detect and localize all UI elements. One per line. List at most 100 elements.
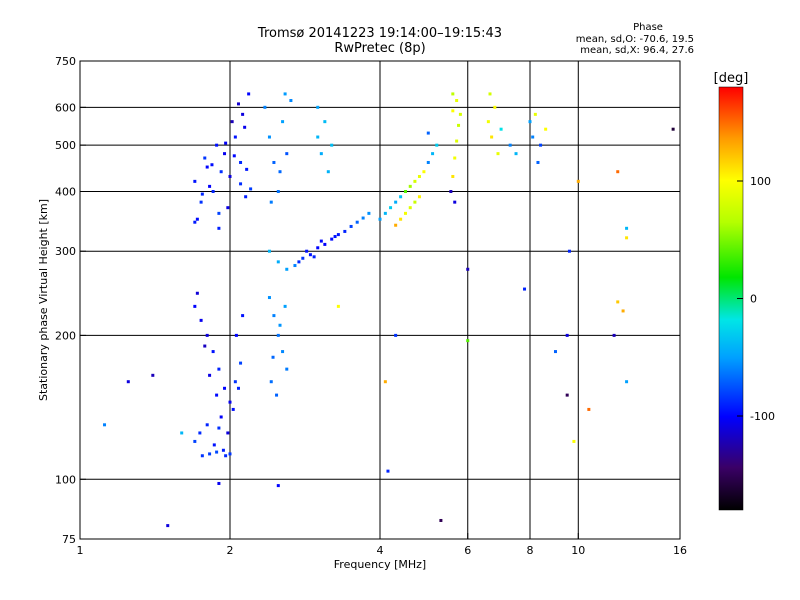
y-tick-label: 200 xyxy=(55,329,76,342)
data-point xyxy=(203,156,207,160)
data-point xyxy=(228,452,232,456)
colorbar-tick-label: -100 xyxy=(750,410,775,423)
data-point xyxy=(488,92,492,96)
data-point xyxy=(285,267,289,271)
data-point xyxy=(408,206,412,210)
data-point xyxy=(403,211,407,215)
data-point xyxy=(378,217,382,221)
data-point xyxy=(316,135,320,139)
data-point xyxy=(536,160,540,164)
data-point xyxy=(319,239,323,243)
data-point xyxy=(413,200,417,204)
data-point xyxy=(451,174,455,178)
data-point xyxy=(426,160,430,164)
data-point xyxy=(269,380,273,384)
data-point xyxy=(625,226,629,230)
data-point xyxy=(466,339,470,343)
data-point xyxy=(276,260,280,264)
data-point xyxy=(233,135,237,139)
data-point xyxy=(466,267,470,271)
y-tick-label: 500 xyxy=(55,139,76,152)
data-point xyxy=(226,206,230,210)
data-point xyxy=(587,407,591,411)
data-point xyxy=(308,253,312,257)
data-point xyxy=(625,380,629,384)
data-point xyxy=(285,367,289,371)
y-tick-label: 300 xyxy=(55,245,76,258)
data-point xyxy=(508,143,512,147)
data-point xyxy=(198,431,202,435)
data-point xyxy=(275,393,279,397)
data-point xyxy=(413,179,417,183)
data-point xyxy=(208,452,212,456)
data-point xyxy=(297,260,301,264)
data-point xyxy=(193,220,197,224)
data-point xyxy=(281,120,285,124)
chart-title: Tromsø 20141223 19:14:00–19:15:43 xyxy=(257,26,503,41)
data-point xyxy=(269,200,273,204)
data-point xyxy=(205,165,209,169)
data-point xyxy=(289,99,293,103)
data-point xyxy=(422,170,426,174)
data-point xyxy=(239,361,243,365)
data-point xyxy=(249,187,253,191)
x-axis-label: Frequency [MHz] xyxy=(334,558,426,571)
data-point xyxy=(616,300,620,304)
data-point xyxy=(383,211,387,215)
axis-ticks: 1 2 4 6 8 10 16 750 600 500 400 300 200 100 75 xyxy=(55,55,687,557)
data-point xyxy=(417,174,421,178)
data-point xyxy=(486,120,490,124)
data-point xyxy=(293,264,297,268)
x-tick-label: 4 xyxy=(377,544,384,557)
data-point xyxy=(199,200,203,204)
colorbar-label: [deg] xyxy=(714,71,749,86)
data-point xyxy=(211,189,215,193)
data-point xyxy=(219,170,223,174)
data-point xyxy=(319,152,323,156)
data-point xyxy=(211,350,215,354)
data-point xyxy=(305,249,309,253)
data-point xyxy=(301,256,305,260)
data-point xyxy=(490,135,494,139)
data-point xyxy=(283,92,287,96)
data-point xyxy=(244,195,248,199)
data-point xyxy=(208,184,212,188)
data-point xyxy=(451,109,455,113)
data-point xyxy=(283,304,287,308)
y-tick-label: 600 xyxy=(55,101,76,114)
data-point xyxy=(616,170,620,174)
data-point xyxy=(330,237,334,241)
data-point xyxy=(451,92,455,96)
data-point xyxy=(217,426,221,430)
data-point xyxy=(455,139,459,143)
data-point xyxy=(241,112,245,116)
data-point xyxy=(553,350,557,354)
data-point xyxy=(625,236,629,240)
data-point xyxy=(217,226,221,230)
data-point xyxy=(355,220,359,224)
data-point xyxy=(278,323,282,327)
grid-lines xyxy=(80,61,680,539)
data-point xyxy=(217,367,221,371)
data-point xyxy=(267,249,271,253)
x-tick-label: 10 xyxy=(571,544,585,557)
data-point xyxy=(612,333,616,337)
data-point xyxy=(394,223,398,227)
data-point xyxy=(394,333,398,337)
data-point xyxy=(126,380,130,384)
data-point xyxy=(458,112,462,116)
data-point xyxy=(565,333,569,337)
data-point xyxy=(528,120,532,124)
data-point xyxy=(361,216,365,220)
data-point xyxy=(499,127,503,131)
data-point xyxy=(531,135,535,139)
data-point xyxy=(223,386,227,390)
data-point xyxy=(243,125,247,129)
y-tick-label: 75 xyxy=(62,533,76,546)
x-tick-label: 8 xyxy=(527,544,534,557)
colorbar-ticks: 100 0 -100 xyxy=(737,175,775,423)
data-point xyxy=(621,309,625,313)
data-point xyxy=(417,195,421,199)
y-tick-label: 100 xyxy=(55,473,76,486)
data-point xyxy=(267,296,271,300)
